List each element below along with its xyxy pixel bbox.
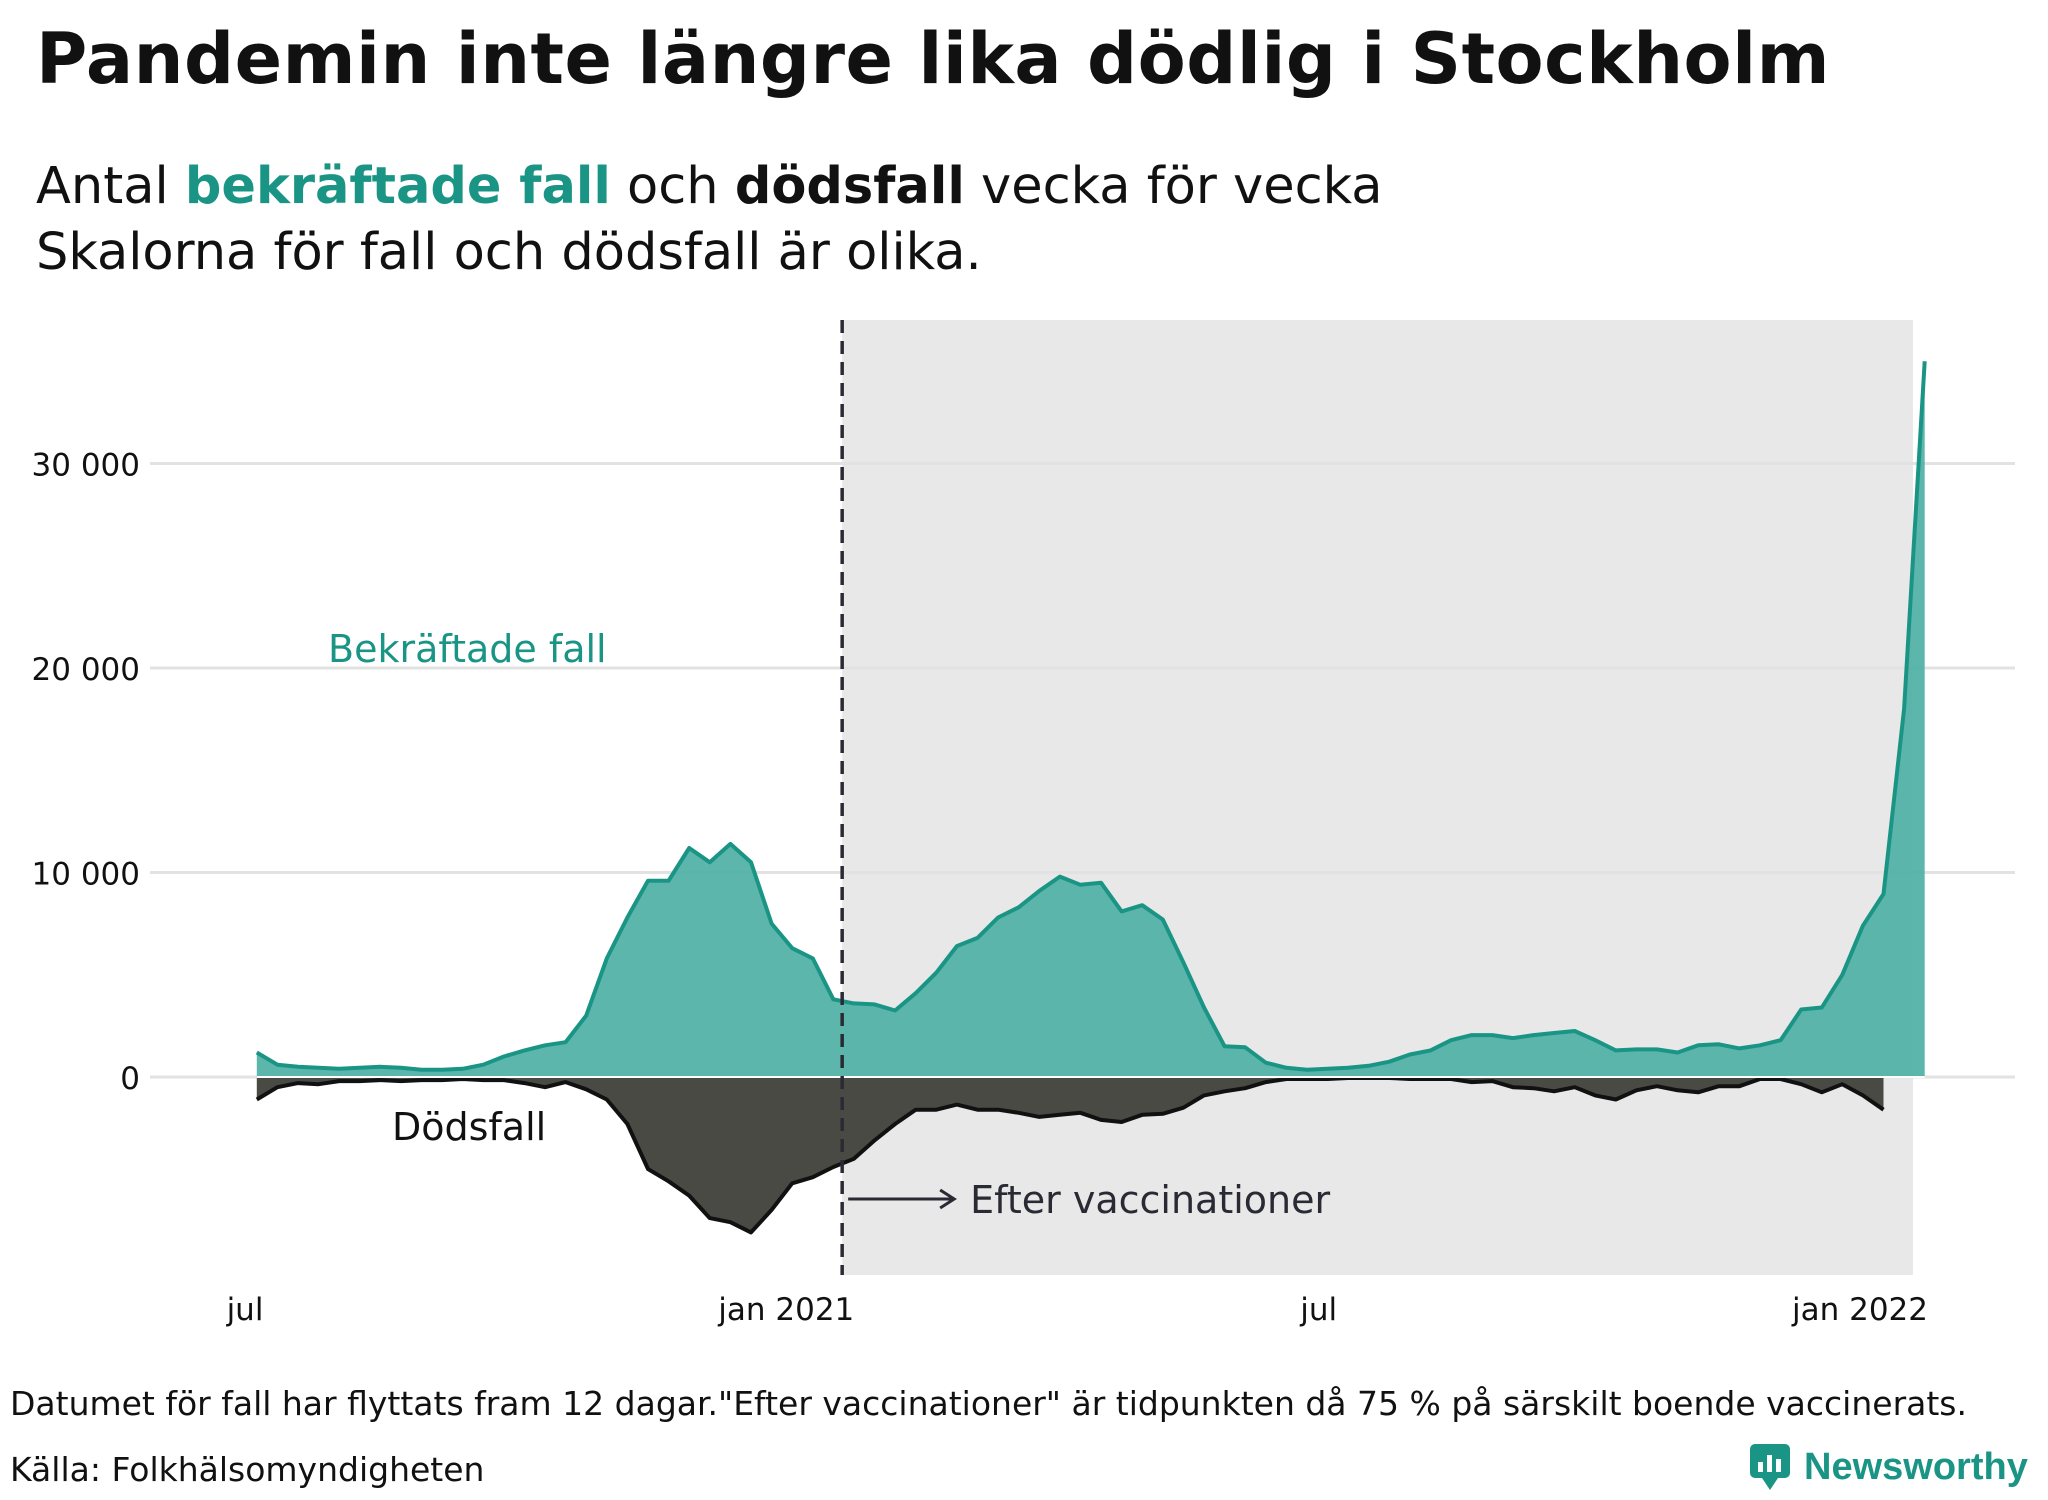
vaccination-arrow-head-icon [939, 1188, 957, 1210]
y-tick-label-2: 20 000 [32, 652, 140, 688]
subtitle-part3: vecka för vecka [964, 157, 1383, 216]
cases-series-label: Bekräftade fall [328, 627, 607, 671]
cases-line [255, 361, 1927, 1072]
y-tick-label-0: 0 [120, 1061, 140, 1097]
chart-subtitle: Antal bekräftade fall och dödsfall vecka… [36, 154, 1383, 286]
footer-source: Källa: Folkhälsomyndigheten [10, 1450, 485, 1489]
x-tick-label-0: jul [226, 1292, 264, 1328]
shaded-post-vaccination-region [842, 320, 1913, 1275]
brand-logo: Newsworthy [1748, 1442, 2028, 1492]
y-tick-label-1: 10 000 [32, 857, 140, 893]
newsworthy-logo-icon [1750, 1444, 1790, 1490]
x-tick-label-1: jan 2021 [717, 1292, 854, 1328]
brand-name: Newsworthy [1804, 1445, 2028, 1488]
x-tick-label-3: jan 2022 [1791, 1292, 1928, 1328]
deaths-area [256, 1077, 1884, 1233]
subtitle-part1: Antal [36, 157, 185, 216]
chart-svg: Efter vaccinationer Bekräftade fall Dödsfa… [32, 320, 2015, 1328]
deaths-line [255, 1076, 1885, 1235]
deaths-series-label: Dödsfall [392, 1105, 546, 1149]
vaccination-label: Efter vaccinationer [970, 1178, 1330, 1222]
subtitle-cases-term: bekräftade fall [184, 157, 611, 216]
subtitle-deaths-term: dödsfall [734, 157, 965, 216]
subtitle-line-2: Skalorna för fall och dödsfall är olika. [36, 223, 982, 282]
chart-title: Pandemin inte längre lika dödlig i Stock… [36, 18, 1831, 100]
x-tick-label-2: jul [1299, 1292, 1337, 1328]
footer-note: Datumet för fall har flyttats fram 12 da… [10, 1384, 1967, 1423]
subtitle-line-1: Antal bekräftade fall och dödsfall vecka… [36, 154, 1383, 220]
subtitle-part2: och [610, 157, 735, 216]
cases-area [256, 361, 1925, 1077]
y-tick-label-3: 30 000 [32, 448, 140, 484]
